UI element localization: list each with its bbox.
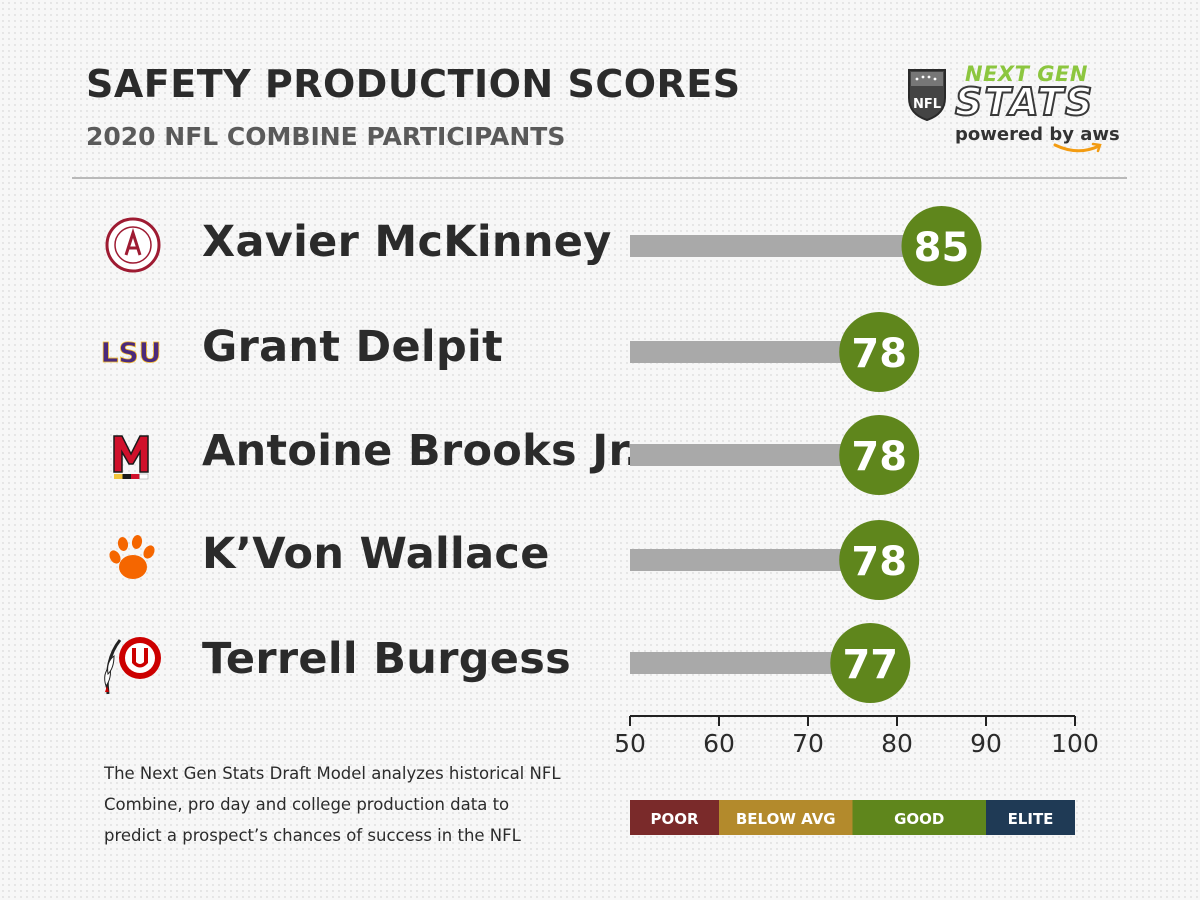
lsu-logo-text: LSU <box>101 336 162 369</box>
player-name: Xavier McKinney <box>202 217 612 267</box>
score-marker <box>839 415 920 495</box>
score-bar <box>630 444 880 466</box>
next-gen-stats-brand: NFL NEXT GEN STATS powered by aws <box>905 62 1120 157</box>
brand-stats: STATS <box>954 79 1095 125</box>
score-label: 78 <box>851 434 907 480</box>
score-bar <box>630 652 871 674</box>
score-bar <box>630 549 880 571</box>
header-divider <box>72 177 1127 179</box>
score-label: 78 <box>851 331 907 377</box>
player-name: K’Von Wallace <box>202 529 550 579</box>
score-bar <box>630 235 942 257</box>
aws-smile-icon <box>1053 142 1102 153</box>
score-label: 78 <box>851 539 907 585</box>
page-subtitle: 2020 NFL COMBINE PARTICIPANTS <box>86 122 566 151</box>
score-marker <box>839 520 920 600</box>
page-title: SAFETY PRODUCTION SCORES <box>86 62 741 106</box>
player-name: Grant Delpit <box>202 322 503 372</box>
legend-band <box>719 800 853 835</box>
nfl-shield-label: NFL <box>913 97 941 112</box>
score-marker <box>830 623 911 703</box>
legend-band <box>630 800 719 835</box>
player-name: Terrell Burgess <box>202 634 572 684</box>
x-tick-label: 70 <box>792 729 824 758</box>
player-row: LSU Grant Delpit <box>0 300 1200 400</box>
utah-logo-icon <box>104 637 161 695</box>
player-row: Terrell Burgess <box>0 612 1200 712</box>
x-tick-label: 50 <box>614 729 646 758</box>
x-tick-label: 60 <box>703 729 735 758</box>
score-label: 77 <box>842 642 898 688</box>
x-tick-label: 80 <box>881 729 913 758</box>
maryland-logo-icon <box>113 435 149 480</box>
score-bar <box>630 341 880 363</box>
x-tick-label: 100 <box>1051 729 1099 758</box>
score-label: 85 <box>914 225 970 271</box>
brand-next-gen: NEXT GEN <box>965 62 1088 86</box>
clemson-paw-logo-icon <box>109 535 155 579</box>
legend-band-label: BELOW AVG <box>736 810 836 828</box>
player-row: Antoine Brooks Jr. <box>0 404 1200 504</box>
score-marker <box>839 312 920 392</box>
legend-band <box>852 800 986 835</box>
legend-band-label: GOOD <box>894 810 944 828</box>
player-name: Antoine Brooks Jr. <box>202 426 641 476</box>
x-tick-label: 90 <box>970 729 1002 758</box>
nfl-shield-icon: NFL <box>908 69 946 122</box>
player-row: Xavier McKinney <box>0 195 1200 295</box>
alabama-logo-icon <box>105 217 161 273</box>
brand-powered-by: powered by aws <box>955 124 1120 145</box>
legend-band-label: POOR <box>650 810 698 828</box>
score-marker <box>901 206 982 286</box>
legend-band-label: ELITE <box>1008 810 1054 828</box>
model-footnote: The Next Gen Stats Draft Model analyzes … <box>104 764 561 845</box>
legend-band <box>986 800 1075 835</box>
lsu-logo-icon: LSU <box>100 336 162 370</box>
player-row: K’Von Wallace <box>0 507 1200 607</box>
